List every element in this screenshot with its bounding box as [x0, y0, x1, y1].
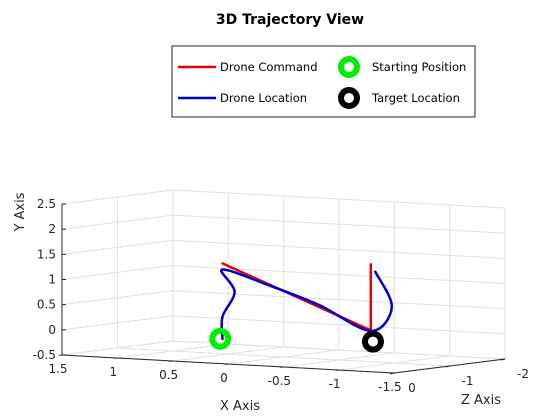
y-tick-label: -0.5 — [33, 348, 56, 362]
y-tick-label: 0 — [48, 323, 56, 337]
series-layer — [209, 262, 394, 353]
legend-label-drone-location: Drone Location — [220, 91, 307, 105]
legend-label-drone-command: Drone Command — [220, 60, 318, 74]
legend-label-target-location: Target Location — [371, 91, 460, 105]
target-location-marker — [361, 330, 384, 353]
drone-location-line — [220, 268, 394, 341]
x-tick-label: 0 — [220, 371, 228, 385]
grid-line-z-floor — [117, 347, 450, 367]
y-tick-label: 1 — [48, 273, 56, 287]
z-tick-mark — [389, 372, 395, 375]
grid-layer — [61, 189, 506, 374]
y-tick-label: 2.5 — [37, 197, 56, 211]
axes-layer — [58, 203, 506, 375]
legend-label-starting-position: Starting Position — [372, 60, 466, 74]
x-tick-label: 1 — [110, 365, 118, 379]
z-tick-mark — [445, 365, 450, 368]
y-axis-label: Y Axis — [13, 192, 28, 232]
x-tick-label: -0.5 — [268, 374, 291, 388]
z-tick-label: -1 — [462, 374, 474, 388]
legend-marker-target-location — [338, 87, 360, 109]
legend: Drone Command Drone Location Starting Po… — [171, 45, 476, 118]
legend-marker-starting-position — [338, 56, 360, 78]
x-tick-label: -1 — [329, 377, 341, 391]
x-tick-label: 0.5 — [159, 368, 178, 382]
x-tick-label: -1.5 — [378, 380, 401, 394]
z-tick-label: 0 — [408, 381, 416, 395]
y-tick-label: 1.5 — [37, 247, 56, 261]
tick-label-layer: 1.5 1 0.5 0 -0.5 -1 -1.5 -0.5 0 0.5 1 1.5 2 2.5 0 -1 -2 — [33, 197, 529, 395]
z-tick-mark — [500, 358, 506, 361]
legend-box — [171, 45, 476, 118]
x-tick-label: 1.5 — [48, 362, 67, 376]
z-axis-label: Z Axis — [461, 393, 501, 408]
z-tick-label: -2 — [517, 367, 529, 381]
y-tick-label: 2 — [48, 222, 56, 236]
y-tick-label: 0.5 — [37, 298, 56, 312]
chart-title: 3D Trajectory View — [216, 12, 364, 28]
starting-position-marker — [209, 327, 232, 350]
x-axis-label: X Axis — [220, 399, 260, 414]
